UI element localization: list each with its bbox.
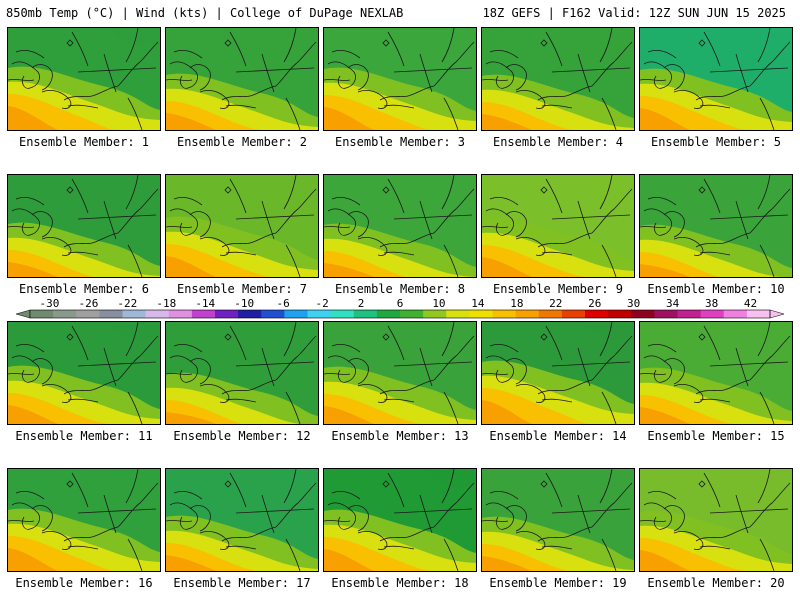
temperature-colorbar: -30 -26 -22 -18 -14 -10 -6 -2 2 6 10 14 18 22 26 30 34 38… [14, 296, 786, 322]
colorbar-swatch [261, 310, 285, 318]
colorbar-tick-label: 14 [471, 297, 485, 310]
colorbar-tick-label: 38 [705, 297, 718, 310]
colorbar-swatch [746, 310, 771, 318]
ensemble-member-caption: Ensemble Member: 10 [647, 282, 785, 296]
ensemble-member-map [323, 468, 477, 572]
ensemble-member-caption: Ensemble Member: 19 [489, 576, 627, 590]
ensemble-member-caption: Ensemble Member: 14 [489, 429, 627, 443]
ensemble-member-caption: Ensemble Member: 16 [15, 576, 153, 590]
colorbar-tick-label: -18 [156, 297, 176, 310]
colorbar-tick-label: -22 [117, 297, 137, 310]
colorbar-swatch [700, 310, 725, 318]
colorbar-tick-label: 10 [432, 297, 445, 310]
ensemble-member-caption: Ensemble Member: 17 [173, 576, 311, 590]
ensemble-member-caption: Ensemble Member: 15 [647, 429, 785, 443]
ensemble-member-map [323, 27, 477, 131]
model-valid-time: 18Z GEFS | F162 Valid: 12Z SUN JUN 15 20… [482, 6, 786, 20]
ensemble-member-map [165, 174, 319, 278]
ensemble-member-map [639, 468, 793, 572]
colorbar-swatch [215, 310, 239, 318]
colorbar-swatch [515, 310, 540, 318]
ensemble-member-map [7, 174, 161, 278]
colorbar-tick-label: -26 [78, 297, 98, 310]
ensemble-member-map [639, 174, 793, 278]
ensemble-member-map [639, 27, 793, 131]
colorbar-swatch [400, 310, 424, 318]
ensemble-member-map [323, 174, 477, 278]
colorbar-right-arrow [769, 309, 785, 319]
ensemble-member-map [165, 468, 319, 572]
colorbar-swatch [307, 310, 332, 318]
ensemble-member-map [481, 174, 635, 278]
colorbar-tick-label: -30 [40, 297, 60, 310]
ensemble-member-map [165, 27, 319, 131]
ensemble-member-map [7, 27, 161, 131]
colorbar-tick-label: 34 [666, 297, 680, 310]
colorbar-tick-label: -2 [315, 297, 328, 310]
ensemble-member-caption: Ensemble Member: 5 [650, 135, 782, 149]
colorbar-swatch [585, 310, 609, 318]
ensemble-member-caption: Ensemble Member: 12 [173, 429, 311, 443]
colorbar-swatch [608, 310, 632, 318]
colorbar-swatch [330, 310, 355, 318]
colorbar-swatch [631, 310, 655, 318]
ensemble-member-map [481, 468, 635, 572]
colorbar-swatch [423, 310, 447, 318]
ensemble-member-caption: Ensemble Member: 11 [15, 429, 153, 443]
colorbar-svg: -30 -26 -22 -18 -14 -10 -6 -2 2 6 10 14 18 22 26 30 34 38… [15, 297, 785, 319]
ensemble-member-map [165, 321, 319, 425]
ensemble-member-caption: Ensemble Member: 1 [18, 135, 150, 149]
colorbar-tick-label: 26 [588, 297, 601, 310]
colorbar-tick-label: -6 [277, 297, 290, 310]
colorbar-tick-label: 30 [627, 297, 640, 310]
colorbar-tick-label: 42 [744, 297, 757, 310]
ensemble-member-caption: Ensemble Member: 6 [18, 282, 150, 296]
colorbar-swatch [492, 310, 517, 318]
colorbar-border [29, 309, 771, 319]
ensemble-member-caption: Ensemble Member: 13 [331, 429, 469, 443]
ensemble-member-caption: Ensemble Member: 4 [492, 135, 624, 149]
ensemble-member-map [7, 321, 161, 425]
colorbar-swatch [446, 310, 470, 318]
colorbar-swatch [168, 310, 193, 318]
colorbar-swatch [30, 310, 54, 318]
ensemble-member-map [481, 27, 635, 131]
colorbar-swatch [723, 310, 748, 318]
colorbar-swatch [191, 310, 216, 318]
colorbar-swatch [238, 310, 262, 318]
ensemble-member-map [7, 468, 161, 572]
ensemble-member-caption: Ensemble Member: 8 [334, 282, 466, 296]
colorbar-tick-label: 18 [510, 297, 523, 310]
ensemble-member-caption: Ensemble Member: 3 [334, 135, 466, 149]
ensemble-member-map [639, 321, 793, 425]
colorbar-swatch [284, 310, 308, 318]
ensemble-member-caption: Ensemble Member: 18 [331, 576, 469, 590]
ensemble-member-caption: Ensemble Member: 2 [176, 135, 308, 149]
colorbar-left-arrow [15, 309, 31, 319]
colorbar-tick-label: -10 [234, 297, 254, 310]
ensemble-member-caption: Ensemble Member: 20 [647, 576, 785, 590]
colorbar-swatch [376, 310, 401, 318]
colorbar-swatch [677, 310, 702, 318]
colorbar-swatch [99, 310, 123, 318]
colorbar-swatch [561, 310, 586, 318]
colorbar-swatch [353, 310, 378, 318]
colorbar-swatch [122, 310, 147, 318]
map-title: 850mb Temp (°C) | Wind (kts) | College o… [6, 6, 404, 20]
ensemble-member-map [323, 321, 477, 425]
colorbar-tick-label: 2 [358, 297, 365, 310]
ensemble-member-map [481, 321, 635, 425]
colorbar-swatch [53, 310, 77, 318]
ensemble-member-caption: Ensemble Member: 9 [492, 282, 624, 296]
colorbar-tick-label: -14 [195, 297, 215, 310]
ensemble-member-caption: Ensemble Member: 7 [176, 282, 308, 296]
colorbar-tick-label: 6 [397, 297, 404, 310]
colorbar-swatch [654, 310, 678, 318]
colorbar-swatch [469, 310, 493, 318]
colorbar-swatch [145, 310, 170, 318]
colorbar-swatch [538, 310, 563, 318]
colorbar-swatch [76, 310, 100, 318]
colorbar-tick-label: 22 [549, 297, 562, 310]
